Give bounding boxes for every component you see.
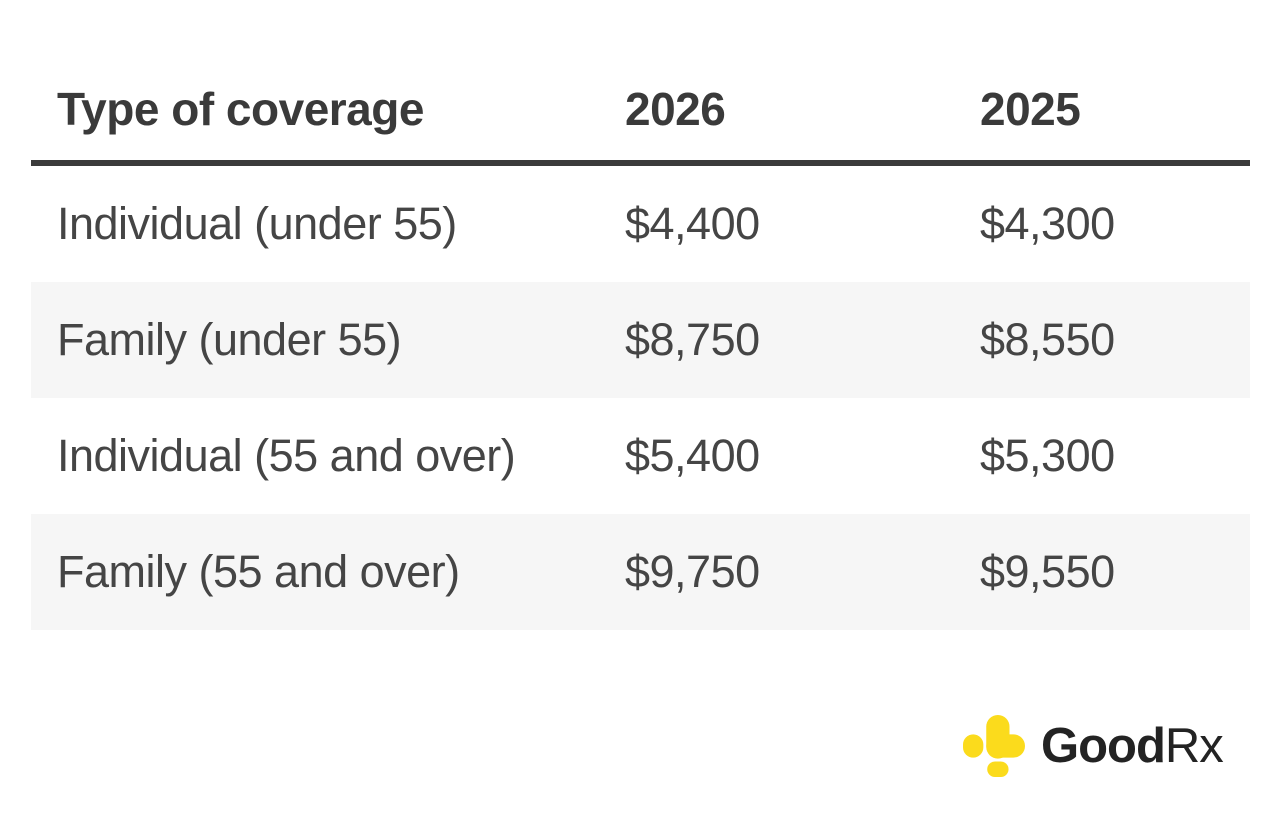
table-row: Individual (55 and over) $5,400 $5,300: [31, 398, 1250, 514]
value-2026: $5,400: [625, 430, 760, 481]
value-2025: $4,300: [980, 198, 1115, 249]
column-header-2026: 2026: [625, 83, 726, 135]
table-row: Individual (under 55) $4,400 $4,300: [31, 166, 1250, 282]
goodrx-wordmark-good: Good: [1041, 718, 1166, 773]
goodrx-logo: GoodRx: [963, 712, 1224, 780]
hsa-limits-table: Type of coverage 2026 2025 Individual (u…: [31, 58, 1250, 630]
value-2025: $9,550: [980, 546, 1115, 597]
value-2026: $8,750: [625, 314, 760, 365]
row-label: Family (under 55): [57, 314, 402, 365]
row-label: Individual (55 and over): [57, 430, 516, 481]
row-label: Individual (under 55): [57, 198, 457, 249]
table-header-row: Type of coverage 2026 2025: [31, 58, 1250, 166]
column-header-type-of-coverage: Type of coverage: [57, 83, 424, 135]
value-2025: $5,300: [980, 430, 1115, 481]
goodrx-cross-icon: [963, 715, 1025, 777]
table-row: Family (55 and over) $9,750 $9,550: [31, 514, 1250, 630]
goodrx-wordmark: GoodRx: [1041, 718, 1224, 773]
goodrx-wordmark-rx: Rx: [1164, 718, 1224, 773]
column-header-2025: 2025: [980, 83, 1081, 135]
value-2026: $9,750: [625, 546, 760, 597]
value-2025: $8,550: [980, 314, 1115, 365]
table-row: Family (under 55) $8,750 $8,550: [31, 282, 1250, 398]
row-label: Family (55 and over): [57, 546, 460, 597]
value-2026: $4,400: [625, 198, 760, 249]
